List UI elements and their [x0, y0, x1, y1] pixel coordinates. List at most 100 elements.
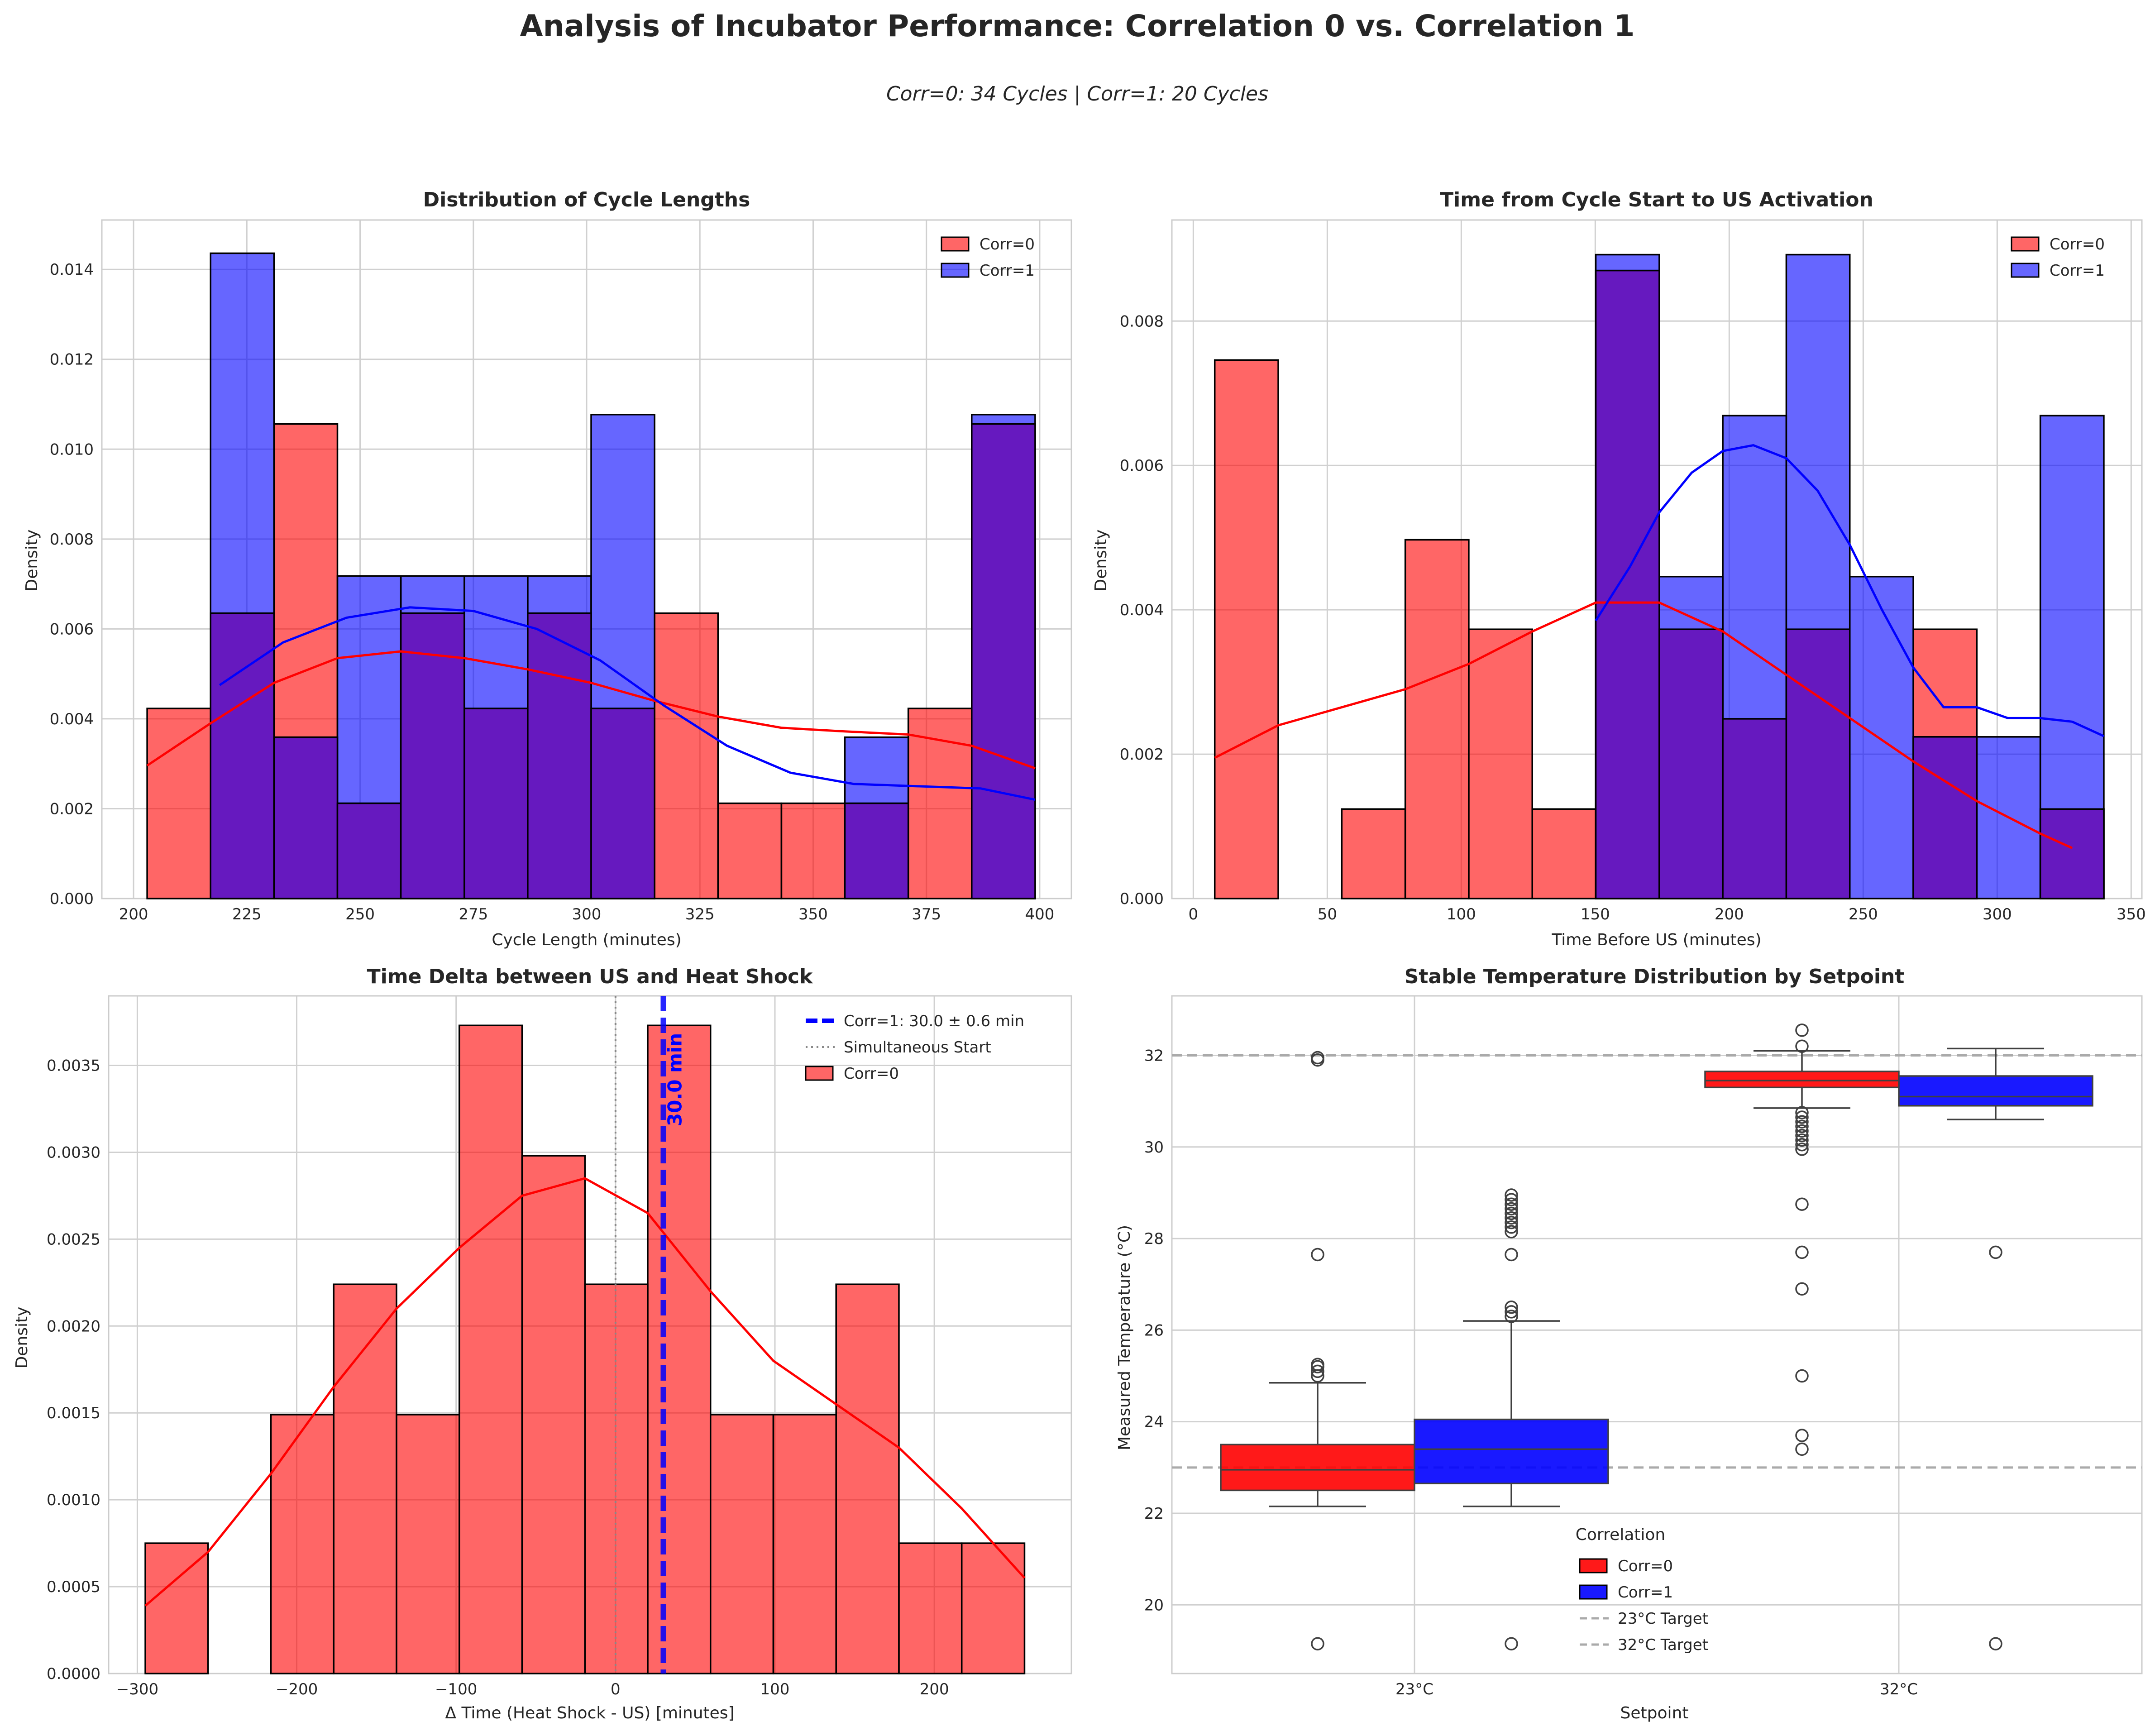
outlier-point [1505, 1310, 1518, 1323]
panel-title: Time from Cycle Start to US Activation [1440, 188, 1873, 211]
histogram-bar [654, 612, 719, 899]
y-tick-label: 0.008 [50, 531, 94, 549]
y-tick-label: 0.0005 [47, 1578, 100, 1596]
box [1220, 1444, 1415, 1492]
x-tick-label: 350 [2117, 905, 2146, 923]
panel-title: Stable Temperature Distribution by Setpo… [1405, 965, 1905, 988]
x-tick-label: 200 [1715, 905, 1744, 923]
figure-subtitle: Corr=0: 34 Cycles | Corr=1: 20 Cycles [886, 82, 1268, 105]
outlier-point [1505, 1193, 1518, 1206]
outlier-point [1989, 1245, 2002, 1259]
histogram-bar [458, 1024, 523, 1674]
x-tick-label: 100 [760, 1680, 790, 1698]
panel-title: Time Delta between US and Heat Shock [367, 965, 814, 988]
kde-curve [1595, 444, 2104, 737]
y-tick-label: 0.002 [50, 800, 94, 818]
x-tick-label: 350 [798, 905, 828, 923]
outlier-point [1505, 1197, 1518, 1211]
x-tick-label: 375 [912, 905, 941, 923]
outlier-point [1795, 1129, 1809, 1143]
histogram-overlap-bar [336, 802, 402, 899]
figure-title: Analysis of Incubator Performance: Corre… [520, 9, 1635, 43]
histogram-overlap-bar [971, 423, 1036, 899]
legend-label: Corr=1 [1618, 1583, 1673, 1602]
histogram-bar [521, 1155, 586, 1674]
y-tick-label: 0.006 [50, 620, 94, 638]
y-tick-label: 0.002 [1120, 746, 1164, 764]
x-axis-label: Δ Time (Heat Shock - US) [minutes] [445, 1704, 734, 1722]
outlier-point [1505, 1211, 1518, 1225]
y-axis-label: Measured Temperature (°C) [1115, 1225, 1134, 1450]
y-tick-label: 0.004 [50, 710, 94, 728]
x-tick-label: 300 [572, 905, 602, 923]
outlier-point [1505, 1637, 1518, 1651]
y-tick-label: 22 [1144, 1505, 1164, 1523]
histogram-bar [647, 1024, 712, 1674]
histogram-bar [1849, 576, 1914, 899]
outlier-point [1795, 1245, 1809, 1259]
y-tick-label: 0.0010 [47, 1491, 100, 1509]
y-tick-label: 0.012 [50, 351, 94, 369]
outlier-point [1505, 1305, 1518, 1319]
legend-swatch [2011, 263, 2040, 278]
y-tick-label: 0.0015 [47, 1404, 100, 1422]
x-axis-label: Setpoint [1620, 1704, 1689, 1722]
outlier-point [1311, 1358, 1324, 1371]
histogram-overlap-bar [1722, 718, 1787, 899]
y-tick-label: 0.0035 [47, 1057, 100, 1075]
histogram-bar [144, 1542, 209, 1674]
x-tick-label: 150 [1581, 905, 1610, 923]
legend-label: Corr=0 [844, 1065, 899, 1083]
y-tick-label: 0.008 [1120, 312, 1164, 330]
plot-frame [1171, 995, 2143, 1674]
outlier-point [1795, 1110, 1809, 1124]
kde-curve [1214, 601, 2073, 849]
histogram-overlap-bar [2039, 808, 2105, 899]
outlier-point [1795, 1115, 1809, 1129]
outlier-point [1505, 1188, 1518, 1202]
histogram-overlap-bar [463, 708, 529, 899]
x-tick-label: −100 [435, 1680, 477, 1698]
plot-area-time-before-us: 0 50 100 150 200 250 300 350 0.000 0.002 0.004 0.00… [1120, 219, 2146, 923]
plot-area-time-delta: −300 −200 −100 0 100 200 0.0000 0.0005 0.0010 0.0… [47, 995, 1072, 1698]
legend-label: Corr=0 [980, 235, 1035, 253]
histogram-overlap-bar [1595, 269, 1660, 899]
y-tick-label: 28 [1144, 1230, 1164, 1248]
panel-title: Distribution of Cycle Lengths [423, 188, 750, 211]
outlier-point [1795, 1197, 1809, 1211]
legend-label: 23°C Target [1618, 1610, 1708, 1628]
y-tick-label: 26 [1144, 1321, 1164, 1339]
histogram-bar [709, 1414, 774, 1674]
y-tick-label: 0.000 [1120, 890, 1164, 908]
histogram-overlap-bar [1785, 628, 1851, 899]
x-tick-label: 0 [611, 1680, 621, 1698]
x-tick-label: −200 [276, 1680, 318, 1698]
outlier-point [1795, 1369, 1809, 1383]
outlier-point [1311, 1637, 1324, 1651]
legend-label: Simultaneous Start [844, 1038, 991, 1057]
y-tick-label: 0.0000 [47, 1665, 100, 1683]
y-axis-label: Density [23, 530, 41, 592]
x-tick-label: 250 [345, 905, 375, 923]
histogram-bar [1531, 808, 1597, 899]
histogram-bar [333, 1283, 397, 1674]
outlier-point [1505, 1248, 1518, 1262]
histogram-bar [270, 1414, 334, 1674]
histogram-overlap-bar [590, 708, 655, 899]
histogram-bar [1214, 359, 1279, 899]
outlier-point [1989, 1637, 2002, 1651]
kde-curve [219, 606, 1036, 801]
x-axis-label: Cycle Length (minutes) [492, 931, 681, 949]
outlier-point [1795, 1124, 1809, 1138]
x-tick-label: 325 [685, 905, 715, 923]
outlier-point [1505, 1202, 1518, 1216]
y-axis-label: Density [13, 1307, 31, 1369]
histogram-overlap-bar [210, 612, 275, 899]
panel-stable-temperature: Stable Temperature Distribution by Setpo… [1115, 965, 1904, 1722]
outlier-point [1311, 1248, 1324, 1262]
x-tick-label: 50 [1318, 905, 1337, 923]
histogram-bar [146, 708, 211, 899]
outlier-point [1795, 1442, 1809, 1456]
histogram-overlap-bar [1912, 736, 1978, 899]
histogram-overlap-bar [273, 736, 339, 899]
